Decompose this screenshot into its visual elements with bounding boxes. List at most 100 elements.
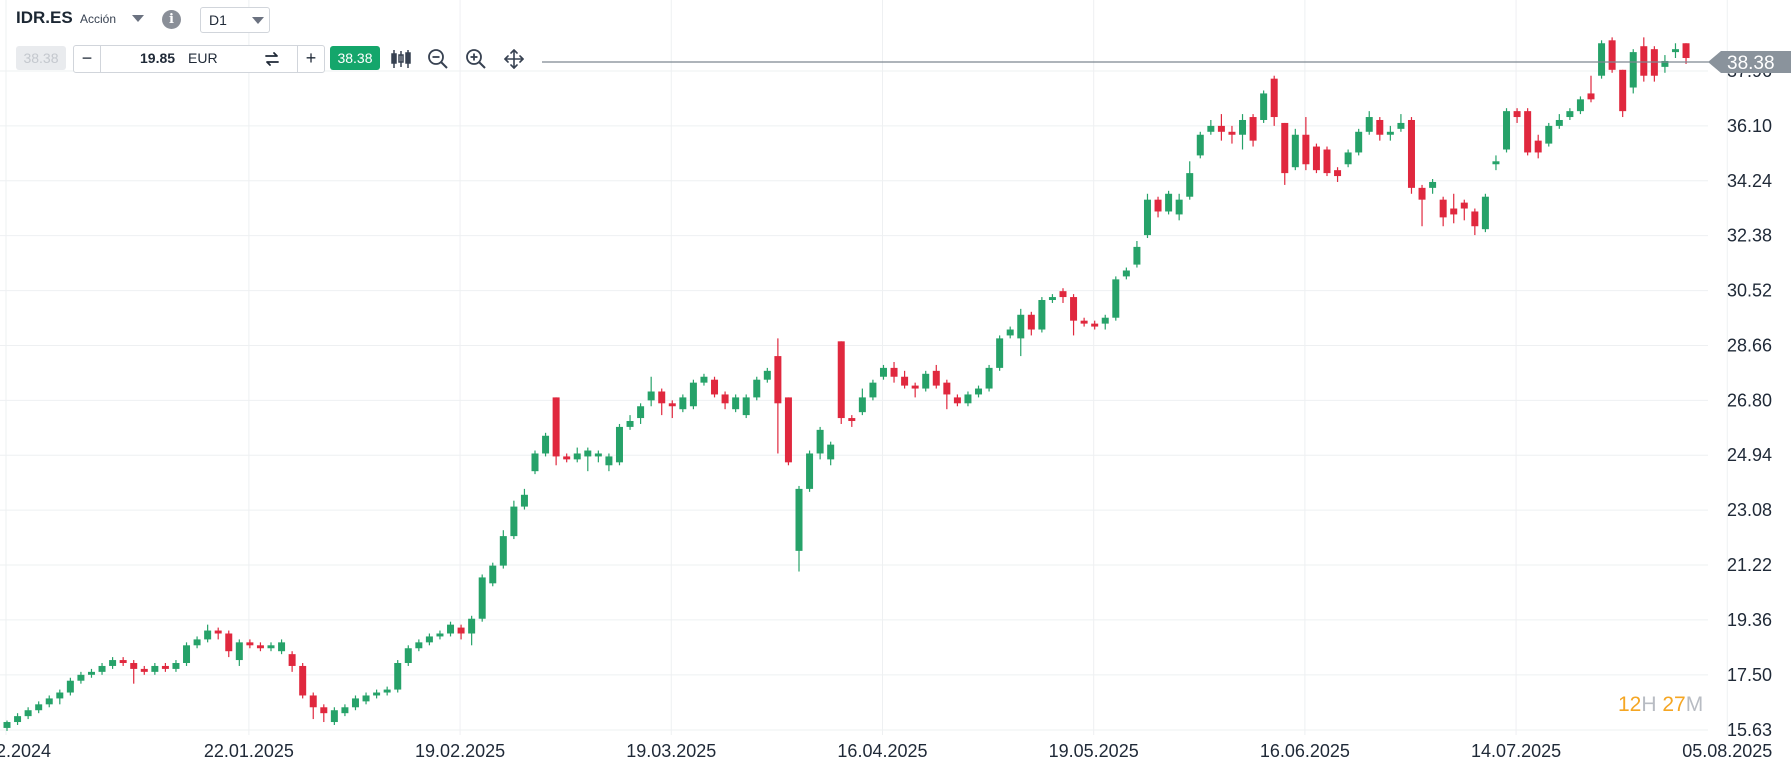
candle <box>1207 119 1215 135</box>
candle <box>1355 128 1363 156</box>
quantity-value[interactable]: 19.85 <box>140 50 176 66</box>
candle <box>668 400 676 419</box>
time-axis: 20.12.2024 22.01.2025 19.02.2025 19.03.2025… <box>0 741 1772 761</box>
candle <box>1006 326 1014 339</box>
candle <box>119 657 127 666</box>
y-tick-label: 23.08 <box>1727 500 1772 520</box>
candle <box>732 394 740 413</box>
zoom-in-icon[interactable] <box>464 47 488 71</box>
decrease-quantity-button[interactable]: − <box>74 46 101 72</box>
candle <box>278 639 286 655</box>
bid-price-button[interactable]: 38.38 <box>16 46 66 70</box>
candle <box>943 379 951 410</box>
candle <box>1450 193 1458 224</box>
y-tick-label: 32.38 <box>1727 226 1772 246</box>
candle <box>1143 193 1151 239</box>
candle <box>1640 37 1648 82</box>
candle <box>901 370 909 389</box>
candle <box>14 713 22 725</box>
quantity-stepper[interactable]: − 19.85 EUR + <box>73 45 325 73</box>
price-axis: 15.63 17.50 19.36 21.22 23.08 24.94 26.80 28.66… <box>1727 61 1772 740</box>
candle <box>1154 196 1162 218</box>
candle <box>1165 190 1173 215</box>
candle <box>436 630 444 640</box>
candle <box>447 621 455 637</box>
timeframe-select[interactable]: D1 <box>200 7 270 33</box>
candle <box>1017 308 1025 357</box>
candle <box>637 403 645 424</box>
candle <box>1101 314 1109 330</box>
zoom-out-icon[interactable] <box>426 47 450 71</box>
symbol-dropdown-chevron-down-icon[interactable] <box>132 15 144 22</box>
candle <box>1027 311 1035 336</box>
candle <box>1038 297 1046 333</box>
y-tick-label: 28.66 <box>1727 335 1772 355</box>
candle <box>183 642 191 666</box>
candle <box>658 388 666 416</box>
y-tick-label: 17.50 <box>1727 665 1772 685</box>
swap-icon[interactable] <box>262 49 282 69</box>
candle <box>66 677 74 696</box>
candle <box>1228 125 1236 144</box>
candle <box>1650 46 1658 82</box>
candle <box>1386 125 1394 141</box>
candle <box>647 376 655 407</box>
candle <box>1270 75 1278 126</box>
candlestick-type-icon[interactable] <box>389 47 413 71</box>
candle <box>975 385 983 398</box>
candle <box>478 574 486 622</box>
quantity-currency: EUR <box>188 50 218 66</box>
y-tick-label: 19.36 <box>1727 610 1772 630</box>
candle <box>204 624 212 643</box>
candle <box>394 660 402 693</box>
candle <box>24 707 32 720</box>
candle <box>1619 69 1627 118</box>
candle <box>1260 90 1268 123</box>
candle <box>1091 320 1099 330</box>
candle <box>489 562 497 587</box>
candle <box>193 636 201 649</box>
candle <box>1196 131 1204 159</box>
x-tick-label: 19.03.2025 <box>626 741 716 761</box>
candle <box>87 668 95 678</box>
candle <box>1503 108 1511 153</box>
candle <box>816 426 824 460</box>
instrument-header: IDR.ES Acción i D1 <box>0 0 560 40</box>
candle <box>520 488 528 510</box>
candle <box>753 376 761 401</box>
y-tick-label: 34.24 <box>1727 171 1772 191</box>
y-tick-label: 30.52 <box>1727 281 1772 301</box>
candle <box>1598 40 1606 79</box>
y-tick-label: 24.94 <box>1727 445 1772 465</box>
x-tick-label: 16.06.2025 <box>1260 741 1350 761</box>
candle <box>383 686 391 696</box>
info-icon[interactable]: i <box>162 10 181 29</box>
symbol-label[interactable]: IDR.ES <box>16 8 73 27</box>
candle <box>1481 193 1489 233</box>
candle <box>1302 117 1310 171</box>
candle <box>373 689 381 699</box>
candle <box>161 663 169 672</box>
candle <box>1112 276 1120 321</box>
move-icon[interactable] <box>502 47 526 71</box>
candle <box>953 394 961 407</box>
increase-quantity-button[interactable]: + <box>297 46 324 72</box>
candle <box>1291 128 1299 171</box>
candle <box>1048 294 1056 303</box>
candle <box>1397 114 1405 132</box>
timeframe-chevron-down-icon <box>252 17 264 24</box>
candle <box>1122 267 1130 280</box>
x-tick-label: 14.07.2025 <box>1471 741 1561 761</box>
candle <box>996 335 1004 371</box>
candle <box>711 376 719 398</box>
candles <box>3 37 1690 731</box>
candle <box>1175 193 1183 221</box>
candle <box>1566 108 1574 120</box>
candle <box>679 394 687 413</box>
ask-price-button[interactable]: 38.38 <box>330 46 380 70</box>
candle <box>1239 114 1247 150</box>
candle <box>77 671 85 684</box>
candle <box>1608 37 1616 73</box>
candle <box>1555 114 1563 129</box>
